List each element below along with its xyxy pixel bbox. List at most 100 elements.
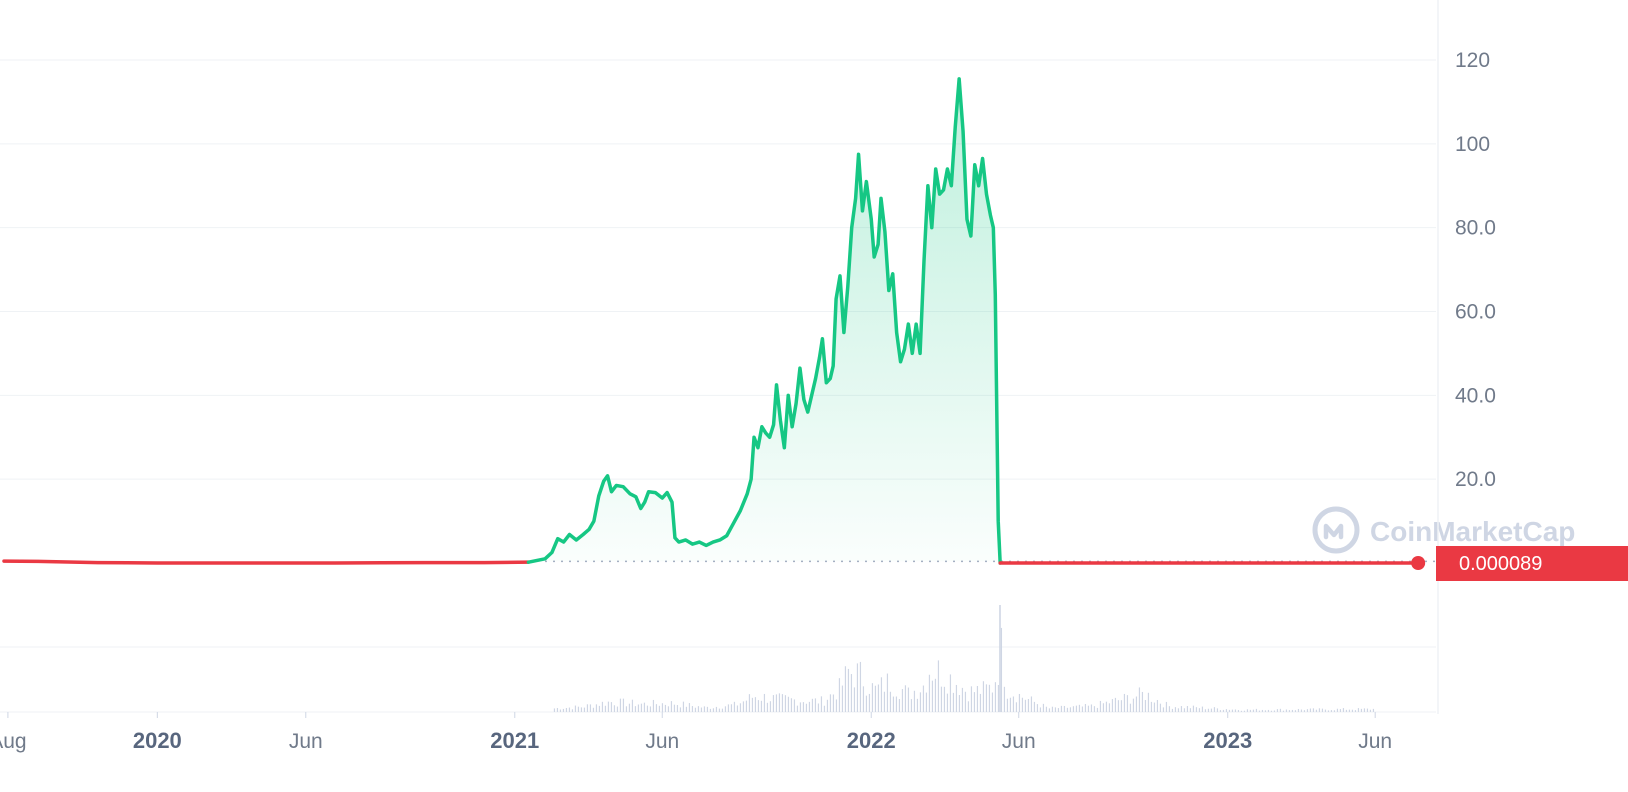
volume-bar [697,706,700,712]
volume-bar [1351,709,1354,712]
volume-bar [1036,704,1039,712]
volume-bar [985,684,988,712]
volume-bar [787,696,790,712]
volume-bar [1123,693,1126,712]
volume-bar [1195,707,1198,712]
volume-bar [613,705,616,712]
volume-bar [844,666,847,712]
x-tick-label: 2021 [490,728,539,753]
volume-bar [973,692,976,712]
volume-bar [610,702,613,712]
volume-bar [1300,709,1303,712]
volume-bar [949,674,952,712]
volume-bar [1360,708,1363,712]
volume-bar [1270,710,1273,712]
current-price-tag: 0.000089 [1436,546,1628,581]
volume-bar [1279,708,1282,712]
volume-bar [706,706,709,712]
volume-bar [883,691,886,712]
current-price-label: 0.000089 [1459,553,1542,575]
volume-bar [922,685,925,712]
volume-bar [1252,709,1255,712]
volume-bar [649,706,652,712]
volume-bar [871,683,874,712]
current-price-point [1411,556,1426,570]
axes: 20.0 40.0 60.0 80.0 100 120 Aug 2020 Jun 2021 Jun 2… [0,0,1496,753]
volume-bar [1090,704,1093,712]
volume-bar [994,682,997,712]
y-tick-label: 60.0 [1455,301,1496,324]
volume-bar [1315,709,1318,712]
volume-bar [1207,708,1210,712]
volume-bar [1189,708,1192,712]
volume-bar [721,708,724,712]
volume-bar [1234,709,1237,712]
price-line-above-baseline [526,77,1002,565]
volume-bar [727,704,730,712]
volume-bar [1336,708,1339,712]
volume-bar [859,661,862,712]
volume-bar [1216,708,1219,712]
volume-bar [1327,710,1330,712]
volume-bar [778,693,781,712]
volume-bar [991,692,994,712]
x-tick-label: Jun [1358,730,1392,753]
price-area-fill [528,78,1001,564]
volume-bar [904,685,907,712]
volume-bar [589,704,592,712]
volume-bar [967,701,970,712]
x-tick-label: 2020 [133,728,182,753]
volume-bar [1288,710,1291,712]
volume-bar [895,696,898,712]
volume-bar [1093,706,1096,712]
volume-bar [1168,706,1171,712]
volume-bar [679,707,682,712]
volume-bar [1339,709,1342,712]
volume-bar [1006,698,1009,712]
volume-bar [802,702,805,712]
volume-bars [553,605,1375,712]
volume-bar [1312,708,1315,712]
volume-bar [979,693,982,712]
volume-bar [919,692,922,712]
volume-bar [1204,709,1207,712]
volume-bar [961,687,964,712]
volume-bar [1333,710,1336,712]
volume-bar [661,703,664,712]
volume-bar [1186,706,1189,712]
volume-bar [1042,703,1045,712]
volume-bar [1330,710,1333,712]
x-tick-label: Jun [289,730,323,753]
volume-bar [898,699,901,712]
volume-bar [1309,708,1312,712]
volume-bar [877,684,880,712]
x-tick-label: Jun [1002,730,1036,753]
volume-bar [1156,699,1159,712]
volume-bar [670,701,673,712]
volume-bar [1048,708,1051,712]
volume-bar [634,706,637,712]
volume-bar [889,691,892,712]
volume-bar [1030,696,1033,712]
volume-bar [1075,705,1078,712]
y-tick-label: 100 [1455,133,1490,156]
coinmarketcap-logo-icon [1312,506,1360,554]
volume-bar [682,701,685,712]
volume-bar [742,701,745,712]
volume-bar [958,695,961,712]
volume-bar [709,708,712,712]
grid-lines [0,59,1436,713]
volume-bar [640,703,643,712]
volume-bar [874,685,877,712]
volume-bar [571,709,574,712]
volume-bar [766,702,769,712]
volume-bar [1111,699,1114,712]
volume-bar [757,700,760,712]
volume-bar [952,692,955,712]
volume-bar [580,707,583,712]
volume-bar [913,690,916,712]
volume-bar-peak [999,605,1001,712]
volume-bar [1348,709,1351,712]
volume-bar [577,706,580,712]
y-tick-label: 80.0 [1455,217,1496,240]
